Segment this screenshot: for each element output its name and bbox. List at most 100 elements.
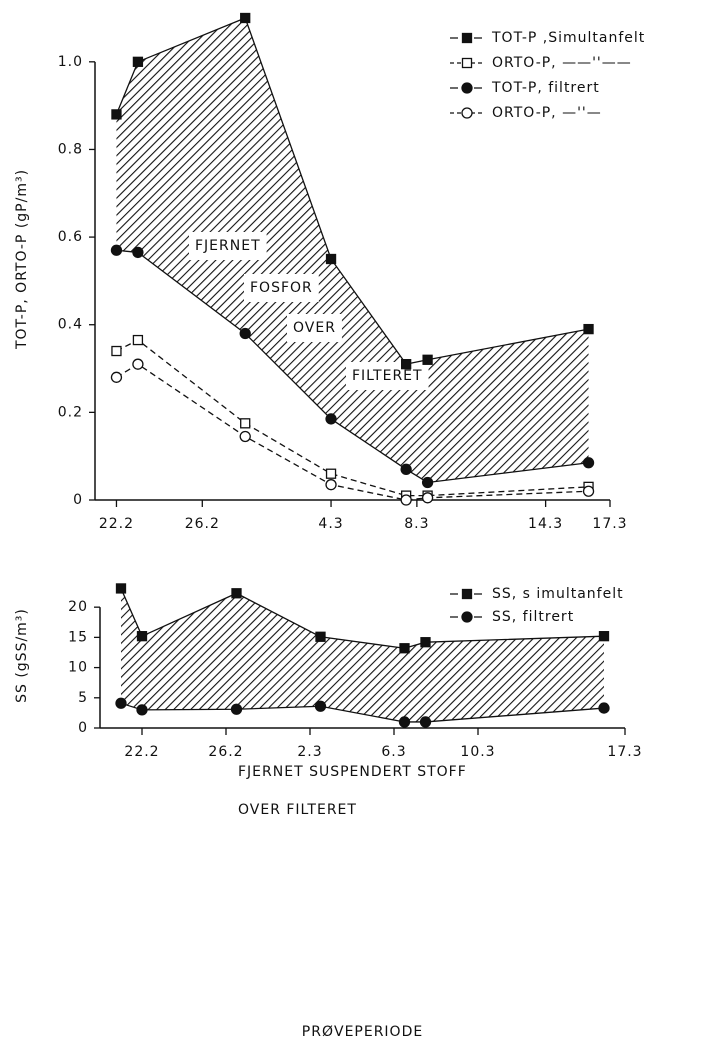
marker [421, 492, 434, 504]
y-tick-label: 20 [68, 599, 88, 615]
marker [598, 702, 610, 714]
annotation: FJERNET [189, 232, 267, 260]
marker [583, 323, 594, 335]
marker [598, 631, 610, 642]
annotation: OVER FILTERET [232, 796, 363, 824]
marker [315, 631, 326, 642]
legend-marker-shape [461, 611, 473, 623]
marker [111, 345, 122, 357]
marker [110, 244, 123, 256]
annotation-text: FILTERET [352, 368, 423, 384]
marker [115, 697, 127, 709]
y-tick-label: 0.8 [58, 141, 83, 157]
marker [132, 334, 144, 346]
marker [419, 716, 432, 728]
legend-label: ORTO-P, —''— [492, 105, 602, 121]
marker [240, 12, 251, 24]
marker [422, 354, 433, 365]
legend-marker [461, 57, 473, 69]
y-tick-label: 0.4 [58, 317, 83, 333]
x-axis-label: PRØVEPERIODE [302, 1024, 423, 1040]
x-tick-label: 6.3 [381, 744, 406, 760]
legend-marker-shape [461, 32, 473, 44]
annotation: FILTERET [346, 362, 429, 390]
annotation: OVER [287, 314, 342, 342]
legend-marker-shape [461, 57, 473, 69]
legend-marker [461, 82, 473, 94]
marker [230, 703, 243, 715]
marker [132, 56, 144, 67]
annotation: FOSFOR [244, 274, 319, 302]
annotation-text: FJERNET [195, 238, 261, 254]
annotation-box [346, 362, 429, 390]
x-tick-label: 10.3 [460, 744, 495, 760]
y-tick-label: 5 [78, 690, 88, 706]
marker [325, 253, 337, 265]
legend-marker [461, 32, 473, 44]
legend-marker [461, 107, 473, 119]
marker [399, 643, 410, 654]
legend-marker [461, 611, 473, 623]
annotation: FJERNET SUSPENDERT STOFF [232, 758, 473, 786]
annotation-box [232, 758, 473, 786]
y-tick-label: 15 [68, 629, 88, 645]
legend-marker-shape [461, 107, 473, 119]
marker [325, 468, 337, 479]
marker [325, 413, 337, 425]
annotation-text: FJERNET SUSPENDERT STOFF [238, 764, 467, 780]
legend-label: TOT-P, filtrert [491, 80, 600, 96]
x-tick-label: 4.3 [318, 516, 343, 532]
y-axis-label: SS (gSS/m³) [14, 608, 30, 703]
marker [582, 485, 595, 497]
x-tick-label: 26.2 [185, 516, 220, 532]
y-tick-label: 0.6 [58, 229, 83, 245]
legend-label: ORTO-P, ——''—— [492, 55, 632, 71]
marker [240, 418, 251, 429]
annotation-box [244, 274, 319, 302]
marker [400, 359, 412, 370]
annotation-box [189, 232, 267, 260]
marker [582, 457, 595, 469]
marker [400, 463, 412, 475]
annotation-box [232, 796, 363, 824]
removed-area-hatch [116, 18, 589, 483]
x-tick-label: 17.3 [592, 516, 627, 532]
y-axis-label: TOT-P, ORTO-P (gP/m³) [14, 169, 30, 350]
legend-label: SS, s imultanfelt [492, 586, 624, 602]
marker [239, 327, 251, 340]
x-tick-label: 22.2 [124, 744, 159, 760]
marker [110, 371, 123, 383]
x-tick-label: 26.2 [208, 744, 243, 760]
annotation-box [287, 314, 342, 342]
marker [420, 637, 431, 648]
marker [115, 583, 127, 594]
marker [325, 479, 337, 491]
marker [314, 700, 327, 712]
annotation-text: OVER FILTERET [238, 802, 357, 818]
legend-marker-shape [461, 82, 473, 94]
x-tick-label: 2.3 [297, 744, 322, 760]
y-tick-label: 0.2 [58, 404, 83, 420]
annotation-text: OVER [293, 320, 336, 336]
marker [111, 109, 122, 120]
marker [231, 588, 242, 599]
x-tick-label: 22.2 [99, 516, 134, 532]
marker [239, 430, 251, 443]
marker [400, 494, 412, 506]
legend-marker [461, 588, 473, 600]
y-tick-label: 1.0 [58, 54, 83, 70]
marker [132, 358, 144, 370]
legend-marker-shape [461, 588, 473, 600]
x-tick-label: 14.3 [528, 516, 563, 532]
annotation-text: FOSFOR [250, 280, 313, 296]
marker [421, 476, 434, 489]
y-tick-label: 0 [78, 720, 88, 736]
marker [132, 246, 144, 259]
y-tick-label: 10 [68, 660, 88, 676]
marker [398, 716, 411, 728]
marker [136, 631, 148, 642]
legend-label: TOT-P ,Simultanfelt [491, 30, 645, 46]
legend-label: SS, filtrert [492, 609, 574, 625]
x-tick-label: 8.3 [404, 516, 429, 532]
